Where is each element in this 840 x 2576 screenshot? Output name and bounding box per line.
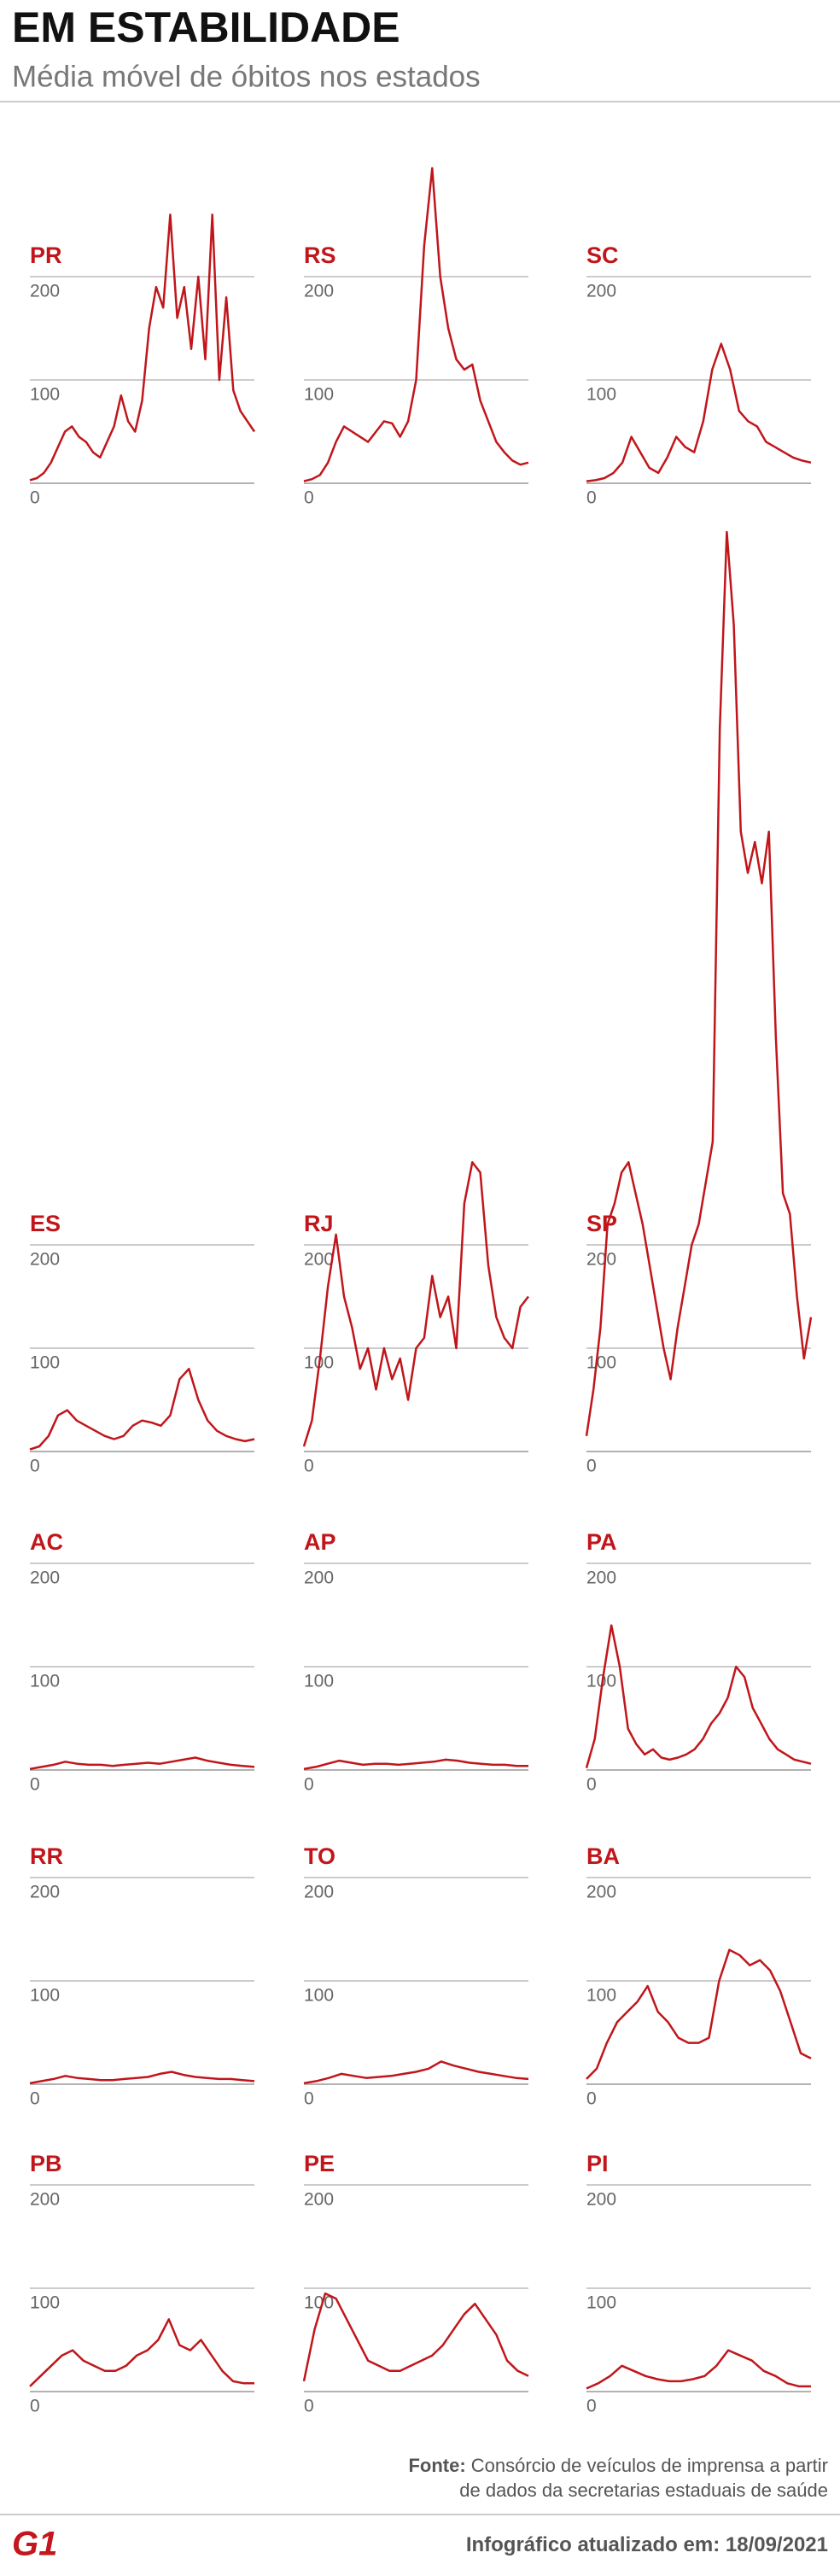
logo: G1 <box>12 2526 57 2563</box>
y-tick-label: 200 <box>30 1568 60 1588</box>
series-line <box>303 1758 528 1771</box>
y-tick-label: 200 <box>586 1568 616 1588</box>
y-tick-label: 100 <box>304 2293 334 2313</box>
state-label: SC <box>586 242 619 268</box>
state-label: ES <box>30 1211 61 1236</box>
source-line: Consórcio de veículos de imprensa a part… <box>471 2455 828 2476</box>
series-line <box>29 2071 255 2085</box>
y-tick-label: 100 <box>30 1986 60 2006</box>
state-label: PB <box>30 2151 62 2176</box>
y-tick-label: 100 <box>586 1353 616 1373</box>
state-label: TO <box>304 1843 335 1869</box>
updated-label: Infográfico atualizado em: <box>466 2533 720 2556</box>
y-tick-label: 200 <box>586 2190 616 2210</box>
series-line <box>29 1756 255 1771</box>
state-label: PE <box>304 2151 335 2176</box>
state-label: AP <box>304 1529 336 1555</box>
y-tick-label: 100 <box>586 2293 616 2313</box>
source-text: Fonte: Consórcio de veículos de imprensa… <box>408 2455 828 2476</box>
state-label: PA <box>586 1529 617 1555</box>
page-title: EM ESTABILIDADE <box>12 3 400 51</box>
y-tick-label: 200 <box>304 1883 334 1902</box>
state-label: SP <box>586 1211 617 1236</box>
y-tick-label: 100 <box>30 385 60 405</box>
y-tick-label: 0 <box>30 488 40 508</box>
y-tick-label: 100 <box>30 1353 60 1373</box>
updated-date: 18/09/2021 <box>726 2533 828 2556</box>
y-tick-label: 100 <box>30 1672 60 1691</box>
y-tick-label: 100 <box>304 385 334 405</box>
y-tick-label: 0 <box>586 1775 597 1795</box>
y-tick-label: 200 <box>304 1568 334 1588</box>
y-tick-label: 0 <box>586 488 597 508</box>
y-tick-label: 0 <box>30 1775 40 1795</box>
y-tick-label: 200 <box>304 282 334 301</box>
series-line <box>585 530 813 1436</box>
source-label: Fonte: <box>408 2455 465 2476</box>
y-tick-label: 100 <box>586 1672 616 1691</box>
series-line <box>303 2060 529 2085</box>
series-line <box>585 1624 812 1768</box>
y-tick-label: 0 <box>30 2089 40 2109</box>
state-label: AC <box>30 1529 63 1555</box>
y-tick-label: 0 <box>304 2397 314 2416</box>
source-line: de dados da secretarias estaduais de saú… <box>459 2480 828 2501</box>
state-label: PI <box>586 2151 609 2176</box>
y-tick-label: 100 <box>586 385 616 405</box>
y-tick-label: 100 <box>304 1986 334 2006</box>
y-tick-label: 200 <box>30 2190 60 2210</box>
state-label: BA <box>586 1843 620 1869</box>
series-line <box>302 2292 529 2382</box>
y-tick-label: 200 <box>586 1250 616 1270</box>
y-tick-label: 200 <box>30 282 60 301</box>
y-tick-label: 0 <box>586 2397 597 2416</box>
series-line <box>586 2349 811 2390</box>
y-tick-label: 200 <box>304 2190 334 2210</box>
updated-text: Infográfico atualizado em: 18/09/2021 <box>466 2533 828 2556</box>
series-line <box>302 1160 529 1447</box>
y-tick-label: 0 <box>304 1457 314 1476</box>
series-line <box>586 1948 812 2080</box>
y-tick-label: 0 <box>30 2397 40 2416</box>
y-tick-label: 100 <box>586 1986 616 2006</box>
series-line <box>29 2318 254 2387</box>
y-tick-label: 0 <box>586 2089 597 2109</box>
state-label: PR <box>30 242 62 268</box>
y-tick-label: 0 <box>30 1457 40 1476</box>
state-label: RR <box>30 1843 63 1869</box>
y-tick-label: 100 <box>304 1672 334 1691</box>
y-tick-label: 200 <box>30 1883 60 1902</box>
state-label: RS <box>304 242 336 268</box>
series-line <box>29 213 256 482</box>
page-subtitle: Média móvel de óbitos nos estados <box>12 60 481 93</box>
y-tick-label: 200 <box>586 282 616 301</box>
series-line <box>303 166 529 482</box>
y-tick-label: 0 <box>586 1457 597 1476</box>
series-line <box>29 1367 255 1451</box>
state-label: RJ <box>304 1211 334 1236</box>
y-tick-label: 0 <box>304 1775 314 1795</box>
y-tick-label: 200 <box>304 1250 334 1270</box>
series-line <box>586 342 812 482</box>
y-tick-label: 0 <box>304 2089 314 2109</box>
y-tick-label: 100 <box>30 2293 60 2313</box>
y-tick-label: 0 <box>304 488 314 508</box>
y-tick-label: 200 <box>30 1250 60 1270</box>
y-tick-label: 200 <box>586 1883 616 1902</box>
